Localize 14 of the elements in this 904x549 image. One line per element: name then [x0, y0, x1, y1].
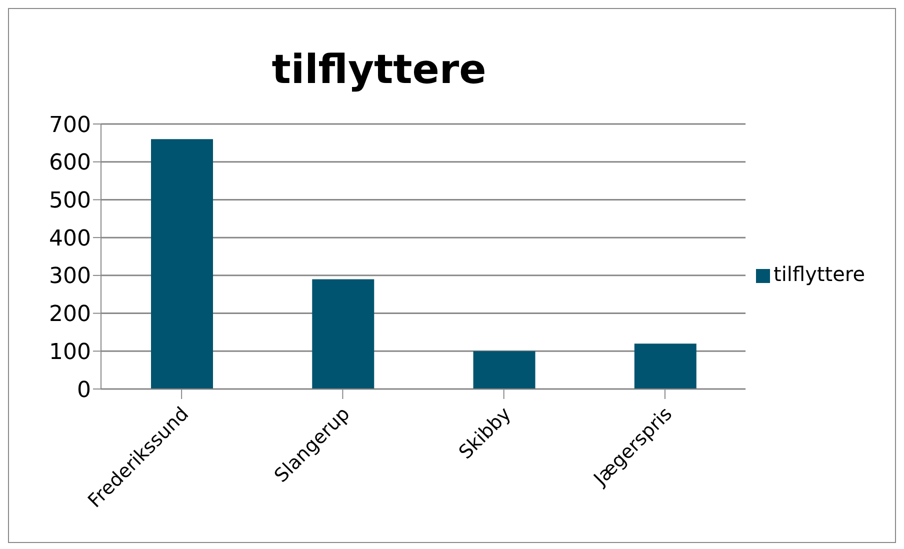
bar	[312, 279, 374, 389]
y-tick-label: 300	[49, 264, 91, 290]
y-tick-label: 700	[49, 112, 91, 138]
bar	[634, 344, 696, 389]
y-tick-label: 100	[49, 340, 91, 365]
bar	[473, 351, 536, 389]
bar	[151, 139, 213, 389]
y-tick-label: 600	[49, 150, 91, 176]
chart-title: tilflyttere	[270, 47, 488, 93]
y-tick-label: 0	[77, 378, 91, 403]
y-tick-label: 200	[49, 302, 91, 328]
legend-label: tilflyttere	[774, 262, 865, 286]
y-tick-label: 500	[49, 188, 91, 214]
y-tick-label: 400	[49, 226, 91, 252]
